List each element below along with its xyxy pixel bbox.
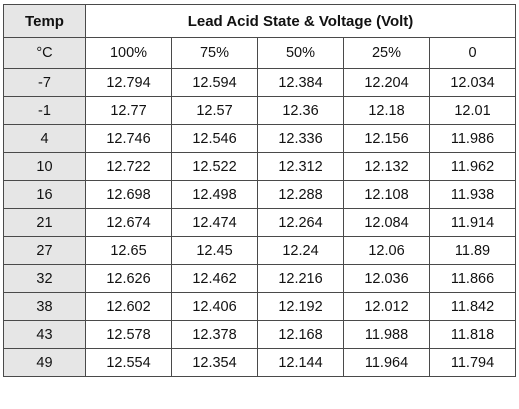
state-header-cell: 50% bbox=[257, 37, 344, 69]
voltage-cell: 12.698 bbox=[85, 180, 172, 209]
state-header-cell: 100% bbox=[85, 37, 172, 69]
temperature-cell: 32 bbox=[3, 264, 86, 293]
table-row: 21 12.674 12.474 12.264 12.084 11.914 bbox=[3, 208, 516, 237]
voltage-cell: 12.144 bbox=[257, 348, 344, 377]
voltage-cell: 12.626 bbox=[85, 264, 172, 293]
voltage-cell: 12.312 bbox=[257, 152, 344, 181]
voltage-cell: 12.01 bbox=[429, 96, 516, 125]
voltage-cell: 12.65 bbox=[85, 236, 172, 265]
voltage-cell: 12.288 bbox=[257, 180, 344, 209]
voltage-cell: 12.578 bbox=[85, 320, 172, 349]
voltage-cell: 12.132 bbox=[343, 152, 430, 181]
voltage-cell: 12.336 bbox=[257, 124, 344, 153]
lead-acid-voltage-table: Temp Lead Acid State & Voltage (Volt) °C… bbox=[3, 4, 516, 377]
voltage-cell: 12.264 bbox=[257, 208, 344, 237]
voltage-cell: 12.24 bbox=[257, 236, 344, 265]
table-row: -7 12.794 12.594 12.384 12.204 12.034 bbox=[3, 68, 516, 97]
temp-column-header: Temp bbox=[3, 4, 86, 38]
header-row: Temp Lead Acid State & Voltage (Volt) bbox=[3, 4, 516, 38]
voltage-cell: 12.474 bbox=[171, 208, 258, 237]
voltage-cell: 12.036 bbox=[343, 264, 430, 293]
voltage-cell: 11.866 bbox=[429, 264, 516, 293]
voltage-cell: 12.084 bbox=[343, 208, 430, 237]
voltage-cell: 12.522 bbox=[171, 152, 258, 181]
voltage-cell: 12.36 bbox=[257, 96, 344, 125]
voltage-cell: 12.216 bbox=[257, 264, 344, 293]
voltage-cell: 11.818 bbox=[429, 320, 516, 349]
voltage-cell: 12.45 bbox=[171, 236, 258, 265]
voltage-cell: 12.498 bbox=[171, 180, 258, 209]
voltage-cell: 12.378 bbox=[171, 320, 258, 349]
temperature-cell: 49 bbox=[3, 348, 86, 377]
voltage-cell: 12.406 bbox=[171, 292, 258, 321]
voltage-cell: 11.962 bbox=[429, 152, 516, 181]
voltage-cell: 12.746 bbox=[85, 124, 172, 153]
state-header-cell: 0 bbox=[429, 37, 516, 69]
temperature-cell: 27 bbox=[3, 236, 86, 265]
table-title: Lead Acid State & Voltage (Volt) bbox=[85, 4, 516, 38]
table-row: 10 12.722 12.522 12.312 12.132 11.962 bbox=[3, 152, 516, 181]
temperature-cell: 43 bbox=[3, 320, 86, 349]
voltage-cell: 11.842 bbox=[429, 292, 516, 321]
unit-cell: °C bbox=[3, 37, 86, 69]
table-row: 43 12.578 12.378 12.168 11.988 11.818 bbox=[3, 320, 516, 349]
voltage-cell: 12.384 bbox=[257, 68, 344, 97]
table-row: 16 12.698 12.498 12.288 12.108 11.938 bbox=[3, 180, 516, 209]
temperature-cell: 4 bbox=[3, 124, 86, 153]
table-row: 49 12.554 12.354 12.144 11.964 11.794 bbox=[3, 348, 516, 377]
state-header-cell: 75% bbox=[171, 37, 258, 69]
voltage-cell: 12.168 bbox=[257, 320, 344, 349]
voltage-cell: 12.674 bbox=[85, 208, 172, 237]
temperature-cell: -1 bbox=[3, 96, 86, 125]
state-header-row: °C 100% 75% 50% 25% 0 bbox=[3, 37, 516, 69]
table-body: Temp Lead Acid State & Voltage (Volt) °C… bbox=[3, 4, 516, 377]
voltage-cell: 12.57 bbox=[171, 96, 258, 125]
voltage-cell: 12.354 bbox=[171, 348, 258, 377]
voltage-cell: 11.794 bbox=[429, 348, 516, 377]
voltage-cell: 12.722 bbox=[85, 152, 172, 181]
voltage-cell: 11.89 bbox=[429, 236, 516, 265]
voltage-cell: 12.156 bbox=[343, 124, 430, 153]
temperature-cell: -7 bbox=[3, 68, 86, 97]
table-row: 4 12.746 12.546 12.336 12.156 11.986 bbox=[3, 124, 516, 153]
table-row: 27 12.65 12.45 12.24 12.06 11.89 bbox=[3, 236, 516, 265]
voltage-table-container: Temp Lead Acid State & Voltage (Volt) °C… bbox=[3, 4, 516, 377]
voltage-cell: 12.192 bbox=[257, 292, 344, 321]
voltage-cell: 11.986 bbox=[429, 124, 516, 153]
temperature-cell: 38 bbox=[3, 292, 86, 321]
voltage-cell: 12.794 bbox=[85, 68, 172, 97]
table-row: -1 12.77 12.57 12.36 12.18 12.01 bbox=[3, 96, 516, 125]
voltage-cell: 12.18 bbox=[343, 96, 430, 125]
voltage-cell: 12.554 bbox=[85, 348, 172, 377]
voltage-cell: 12.012 bbox=[343, 292, 430, 321]
voltage-cell: 12.034 bbox=[429, 68, 516, 97]
table-row: 38 12.602 12.406 12.192 12.012 11.842 bbox=[3, 292, 516, 321]
table-row: 32 12.626 12.462 12.216 12.036 11.866 bbox=[3, 264, 516, 293]
voltage-cell: 11.988 bbox=[343, 320, 430, 349]
voltage-cell: 11.914 bbox=[429, 208, 516, 237]
temperature-cell: 10 bbox=[3, 152, 86, 181]
voltage-cell: 12.602 bbox=[85, 292, 172, 321]
voltage-cell: 12.108 bbox=[343, 180, 430, 209]
voltage-cell: 12.546 bbox=[171, 124, 258, 153]
voltage-cell: 12.462 bbox=[171, 264, 258, 293]
voltage-cell: 12.594 bbox=[171, 68, 258, 97]
voltage-cell: 11.938 bbox=[429, 180, 516, 209]
voltage-cell: 12.06 bbox=[343, 236, 430, 265]
voltage-cell: 11.964 bbox=[343, 348, 430, 377]
voltage-cell: 12.77 bbox=[85, 96, 172, 125]
temperature-cell: 16 bbox=[3, 180, 86, 209]
state-header-cell: 25% bbox=[343, 37, 430, 69]
voltage-cell: 12.204 bbox=[343, 68, 430, 97]
temperature-cell: 21 bbox=[3, 208, 86, 237]
